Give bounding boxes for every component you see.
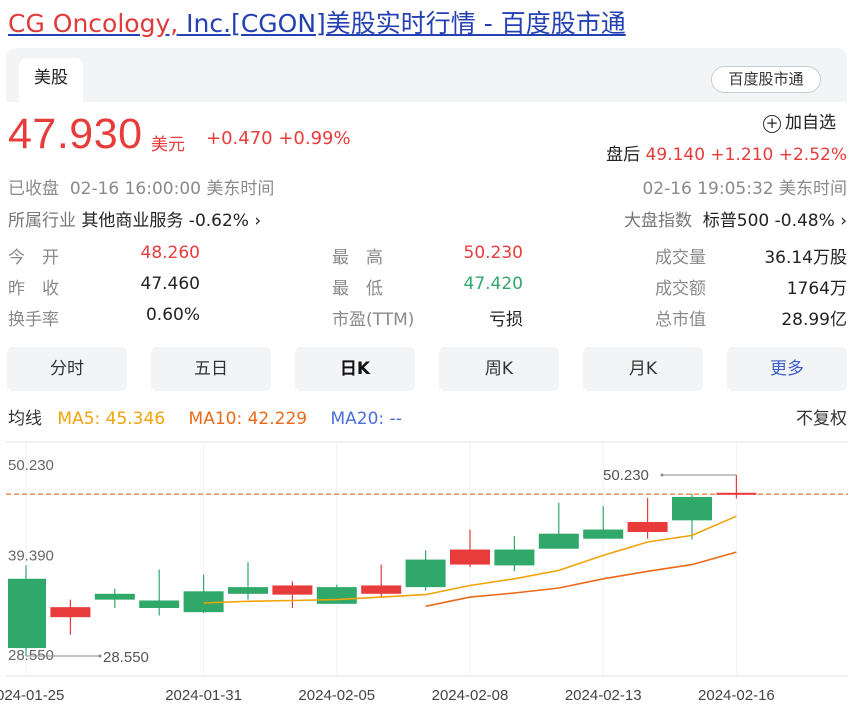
tab-intraday[interactable]: 分时 xyxy=(7,347,127,391)
candle-body xyxy=(316,587,357,604)
x-axis-label: 2024-01-25 xyxy=(0,687,64,704)
status-label: 已收盘 xyxy=(8,179,59,199)
stat-open: 48.260 xyxy=(140,243,200,263)
stat-pe: 亏损 xyxy=(489,310,523,330)
candle-body xyxy=(716,492,757,495)
stat-open-label: 今 开 xyxy=(8,248,59,268)
candle-body xyxy=(8,578,46,649)
candle-body xyxy=(50,607,91,618)
candle-body xyxy=(627,522,668,533)
plus-circle-icon: + xyxy=(763,115,781,133)
stat-low: 47.420 xyxy=(463,274,523,294)
x-axis-label: 2024-02-05 xyxy=(298,687,375,704)
ma-legend: 均线 MA5: 45.346 MA10: 42.229 MA20: -- xyxy=(8,404,420,429)
header-band xyxy=(6,48,847,102)
stat-volume: 36.14万股 xyxy=(764,248,847,268)
ma10-value: MA10: 42.229 xyxy=(188,409,308,429)
stat-amount: 1764万 xyxy=(786,279,847,299)
max-marker-dot xyxy=(660,473,664,477)
stat-mcap-label: 总市值 xyxy=(655,310,706,330)
y-axis-label: 50.230 xyxy=(8,457,54,474)
min-marker-label: 28.550 xyxy=(103,649,149,666)
candle-body xyxy=(139,600,180,608)
status-time: 02-16 16:00:00 美东时间 xyxy=(69,179,275,199)
chevron-right-icon: › xyxy=(840,211,847,231)
stat-turnover: 0.60% xyxy=(145,305,200,325)
add-watchlist-button[interactable]: + 加自选 xyxy=(763,108,836,133)
current-price: 47.930 xyxy=(8,110,143,158)
after-hours-quote: 盘后 49.140 +1.210 +2.52% xyxy=(606,140,847,165)
tab-five-day[interactable]: 五日 xyxy=(151,347,271,391)
stat-volume-label: 成交量 xyxy=(655,248,706,268)
candle-body xyxy=(672,496,712,521)
ma20-value: MA20: -- xyxy=(330,409,402,429)
add-watchlist-label: 加自选 xyxy=(785,113,836,133)
ma10-line xyxy=(425,551,737,608)
after-hours-time: 02-16 19:05:32 美东时间 xyxy=(642,179,847,199)
market-status: 已收盘 02-16 16:00:00 美东时间 xyxy=(8,174,274,199)
kline-chart[interactable]: 50.23039.39028.55050.23028.5502024-01-25… xyxy=(0,436,864,714)
stat-prev-close-label: 昨 收 xyxy=(8,279,59,299)
ma-label: 均线 xyxy=(8,409,42,429)
tab-monthly-k[interactable]: 月K xyxy=(583,347,703,391)
stat-amount-label: 成交额 xyxy=(655,279,706,299)
industry-value: 其他商业服务 -0.62% xyxy=(81,211,249,231)
y-axis-label: 39.390 xyxy=(8,548,54,565)
tab-daily-k[interactable]: 日K xyxy=(295,347,415,391)
tab-weekly-k[interactable]: 周K xyxy=(439,347,559,391)
price-adjust-toggle[interactable]: 不复权 xyxy=(796,409,847,429)
x-axis-label: 2024-02-16 xyxy=(698,687,775,704)
stat-mcap: 28.99亿 xyxy=(781,310,847,330)
x-axis-label: 2024-01-31 xyxy=(165,687,242,704)
stat-low-label: 最 低 xyxy=(332,279,383,299)
title-company: CG Oncology, xyxy=(8,9,179,38)
tab-more[interactable]: 更多 xyxy=(727,347,847,391)
candle-body xyxy=(272,585,313,595)
candle-body xyxy=(494,549,535,566)
candle-body xyxy=(183,591,224,613)
stat-high-label: 最 高 xyxy=(332,248,383,268)
chevron-right-icon: › xyxy=(254,211,262,231)
stat-pe-label: 市盈(TTM) xyxy=(332,310,415,330)
page-title-link[interactable]: CG Oncology, Inc.[CGON]美股实时行情 - 百度股市通 xyxy=(8,4,626,40)
candle-body xyxy=(538,533,579,549)
candle-body xyxy=(228,587,268,594)
after-hours-label: 盘后 xyxy=(606,145,641,165)
market-tab-us[interactable]: 美股 xyxy=(19,58,83,102)
ma5-value: MA5: 45.346 xyxy=(57,409,166,429)
index-link[interactable]: 大盘指数 标普500 -0.48% › xyxy=(624,206,847,231)
max-marker-label: 50.230 xyxy=(603,467,649,484)
after-hours-value: 49.140 +1.210 +2.52% xyxy=(645,145,847,165)
stat-turnover-label: 换手率 xyxy=(8,310,59,330)
industry-label: 所属行业 xyxy=(8,211,76,231)
currency-label: 美元 xyxy=(151,135,185,155)
candle-body xyxy=(361,585,402,594)
candle-body xyxy=(405,559,446,588)
title-rest: Inc.[CGON]美股实时行情 - 百度股市通 xyxy=(178,9,626,38)
candle-body xyxy=(583,529,624,539)
candle-body xyxy=(450,549,490,565)
stat-high: 50.230 xyxy=(463,243,523,263)
baidu-stock-button[interactable]: 百度股市通 xyxy=(711,66,821,93)
ma5-line xyxy=(203,515,737,604)
index-value: 标普500 -0.48% xyxy=(702,211,835,231)
min-marker-dot xyxy=(98,654,102,658)
index-label: 大盘指数 xyxy=(623,211,692,231)
industry-link[interactable]: 所属行业 其他商业服务 -0.62% › xyxy=(8,206,261,231)
x-axis-label: 2024-02-08 xyxy=(432,687,509,704)
candle-body xyxy=(94,593,135,600)
stat-prev-close: 47.460 xyxy=(140,274,200,294)
x-axis-label: 2024-02-13 xyxy=(565,687,642,704)
price-change: +0.470 +0.99% xyxy=(206,128,351,149)
